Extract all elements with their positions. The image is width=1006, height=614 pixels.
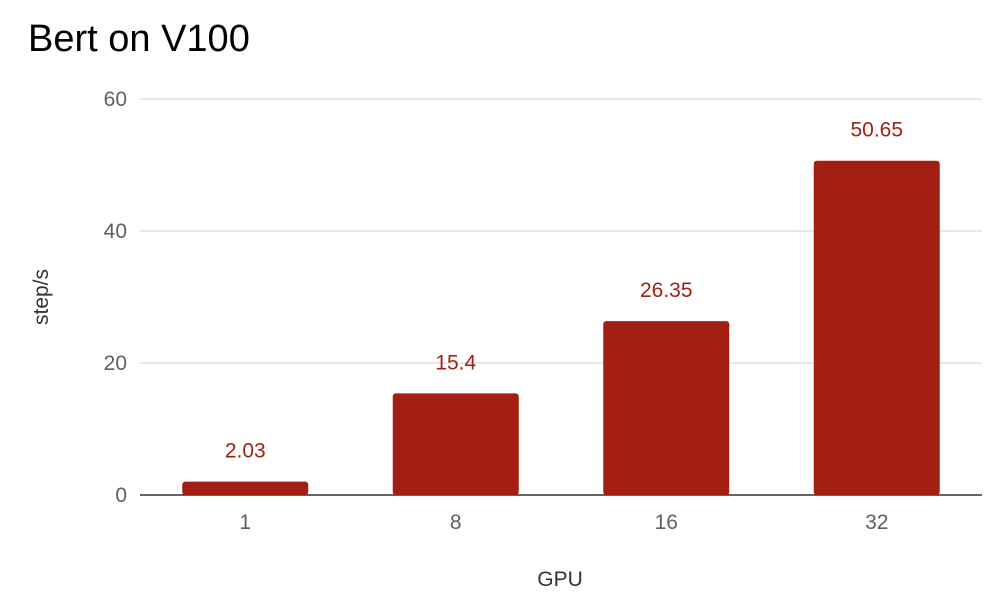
data-label: 26.35 [640, 279, 693, 302]
x-tick-label: 16 [655, 511, 678, 534]
bar [603, 321, 730, 495]
x-tick-label: 1 [239, 511, 251, 534]
labels-layer: 0 20 40 60 2.03 1 15.4 8 26.35 16 50.65 32 [104, 88, 903, 534]
y-tick-label: 60 [104, 88, 127, 111]
y-tick-label: 20 [104, 352, 127, 375]
x-axis-title: GPU [537, 568, 583, 591]
y-tick-label: 0 [115, 484, 127, 507]
x-tick-label: 32 [865, 511, 888, 534]
data-label: 2.03 [225, 440, 266, 463]
bar [813, 160, 940, 495]
bars-layer [182, 160, 940, 495]
y-axis-title: step/s [30, 269, 53, 325]
y-tick-label: 40 [104, 220, 127, 243]
chart-title: Bert on V100 [28, 18, 250, 60]
data-label: 50.65 [850, 119, 903, 142]
bar [182, 481, 309, 495]
bar [392, 393, 519, 495]
x-tick-label: 8 [450, 511, 462, 534]
data-label: 15.4 [435, 351, 476, 374]
